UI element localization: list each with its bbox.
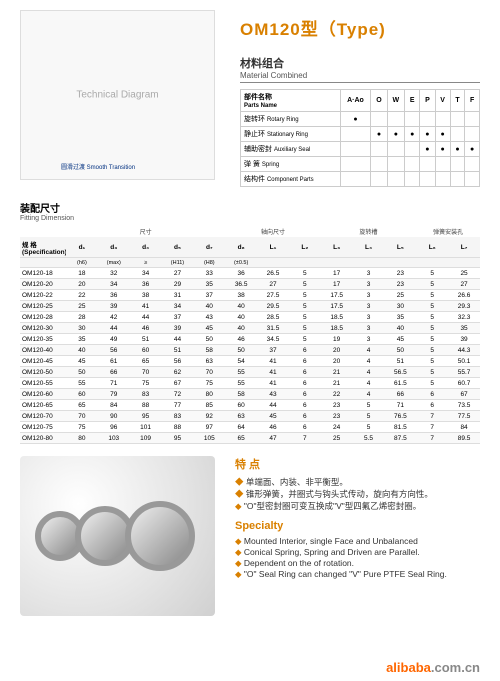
- feature-item: Dependent on the of rotation.: [235, 558, 480, 569]
- diagram-note: 圆滑过渡 Smooth Transition: [61, 162, 135, 171]
- table-row: OM120-6565848877856044623571673.5: [20, 400, 480, 411]
- material-table: 部件名称 Parts Name A·AoO WE PV TF 旋转环 Rotar…: [240, 89, 480, 187]
- features-heading-en: Specialty: [235, 520, 480, 532]
- table-row: OM120-6060798372805843622466667: [20, 389, 480, 400]
- dimension-table: 尺寸 轴向尺寸 旋转槽 弹簧安装孔 规 格 (Specification)d₁d…: [20, 225, 480, 444]
- material-row-label: 弹 簧 Spring: [241, 157, 341, 172]
- table-row: OM120-80801031099510565477255.587.5789.5: [20, 433, 480, 444]
- features-heading-cn: 特 点: [235, 456, 480, 472]
- table-row: OM120-75759610188976446624581.5784: [20, 422, 480, 433]
- table-row: OM120-3535495144504634.5519345539: [20, 334, 480, 345]
- table-row: OM120-3030444639454031.5518.5340535: [20, 323, 480, 334]
- feature-item: 单端面、内装、非平衡型。: [235, 476, 480, 488]
- table-row: OM120-4040566051585037620450544.3: [20, 345, 480, 356]
- material-row-label: 静止环 Stationary Ring: [241, 127, 341, 142]
- fitting-heading: 装配尺寸 Fitting Dimension: [20, 200, 500, 222]
- table-row: OM120-1818323427333626.5517323525: [20, 268, 480, 279]
- material-row-label: 结构件 Component Parts: [241, 172, 341, 187]
- table-row: OM120-2525394134404029.5517.5330529.3: [20, 301, 480, 312]
- features-list-en: Mounted Interior, single Face and Unbala…: [235, 536, 480, 580]
- feature-item: "O" Seal Ring can changed "V" Pure PTFE …: [235, 569, 480, 580]
- table-row: OM120-7070909583926345623576.5777.5: [20, 411, 480, 422]
- product-photo: [20, 456, 215, 616]
- table-row: OM120-5050667062705541621456.5555.7: [20, 367, 480, 378]
- product-title: OM120型（Type): [240, 15, 480, 40]
- spec-header: 规 格 (Specification): [20, 237, 66, 258]
- material-row-label: 旋转环 Rotary Ring: [241, 112, 341, 127]
- feature-item: Conical Spring, Spring and Driven are Pa…: [235, 547, 480, 558]
- feature-item: Mounted Interior, single Face and Unbala…: [235, 536, 480, 547]
- table-row: OM120-5555717567755541621461.5560.7: [20, 378, 480, 389]
- features-list-cn: 单端面、内装、非平衡型。锥形弹簧，并圈式与钩头式传动，旋向有方向性。"O"型密封…: [235, 476, 480, 512]
- material-heading-en: Material Combined: [240, 71, 480, 83]
- parts-name-header: 部件名称 Parts Name: [241, 90, 341, 112]
- site-brand: alibaba.com.cn: [386, 660, 480, 675]
- table-row: OM120-4545616556635441620451550.1: [20, 356, 480, 367]
- material-heading-cn: 材料组合: [240, 55, 480, 71]
- table-row: OM120-2828424437434028.5518.5335532.3: [20, 312, 480, 323]
- feature-item: 锥形弹簧，并圈式与钩头式传动，旋向有方向性。: [235, 488, 480, 500]
- feature-item: "O"型密封圈可变互换成"V"型四氟乙烯密封圈。: [235, 500, 480, 512]
- technical-diagram: 圆滑过渡 Smooth Transition: [20, 10, 215, 180]
- table-row: OM120-2222363831373827.5517.5325526.6: [20, 290, 480, 301]
- material-row-label: 辅助密封 Auxiliary Seal: [241, 142, 341, 157]
- table-row: OM120-20203436293536.527517323527: [20, 279, 480, 290]
